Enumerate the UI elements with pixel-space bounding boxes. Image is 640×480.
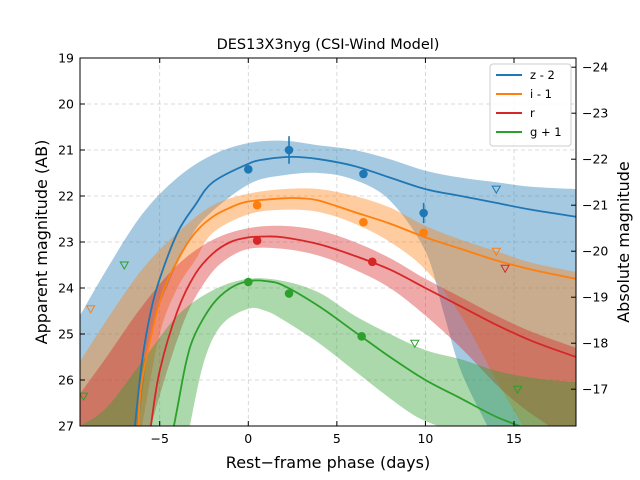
data-point-z	[243, 165, 253, 174]
x-tick-label: 5	[333, 431, 341, 446]
y-tick-label: 21	[58, 143, 74, 158]
legend-label-g: g + 1	[530, 125, 562, 139]
upper-limit-g	[80, 392, 89, 402]
y-tick-label: 24	[58, 281, 74, 296]
legend-label-z: z - 2	[530, 68, 555, 82]
x-tick-label: 10	[417, 431, 433, 446]
upper-limit-g	[409, 339, 420, 349]
y2-axis-label: Absolute magnitude	[614, 161, 633, 323]
band-z	[80, 140, 576, 426]
model-line-i	[137, 197, 576, 426]
upper-limit-g	[119, 261, 130, 271]
y2-tick-label: −19	[582, 290, 608, 305]
y-tick-label: 27	[58, 419, 74, 434]
upper-limit-i	[85, 305, 96, 314]
upper-limit-i	[491, 247, 502, 257]
model-curves	[134, 155, 576, 426]
data-point-r	[367, 257, 377, 267]
y-tick-label: 20	[58, 97, 74, 112]
data-point-g	[284, 289, 294, 298]
y-tick-label: 19	[58, 51, 74, 66]
data-points	[80, 136, 523, 402]
y-tick-label: 23	[58, 235, 74, 250]
y-tick-label: 22	[58, 189, 74, 204]
legend-label-i: i - 1	[530, 87, 552, 101]
data-point-z	[359, 169, 368, 179]
y-tick-label: 25	[58, 327, 74, 342]
legend-box	[489, 63, 572, 147]
data-point-i	[359, 217, 368, 227]
x-axis-label: Rest−frame phase (days)	[226, 453, 430, 472]
upper-limit-z	[491, 185, 502, 195]
x-tick-label: 15	[506, 431, 522, 446]
x-tick-label: 0	[244, 431, 252, 446]
y2-tick-label: −20	[582, 244, 608, 259]
data-point-i	[419, 228, 428, 238]
axis-ticks: −5 0 5 10 15 19 20 21 22 23 24 25 26 27 −17 −18 −19 −20 −2…	[58, 51, 608, 447]
y2-tick-label: −23	[582, 106, 608, 121]
y2-tick-label: −24	[582, 60, 608, 75]
band-i	[80, 188, 576, 426]
data-point-z	[284, 145, 294, 155]
upper-limit-r	[500, 264, 511, 274]
data-point-z	[419, 208, 428, 218]
y2-tick-label: −17	[582, 382, 608, 397]
y2-tick-label: −22	[582, 152, 608, 167]
uncertainty-bands	[80, 140, 576, 426]
y-tick-label: 26	[58, 373, 74, 388]
band-g	[80, 278, 576, 426]
band-r	[80, 225, 576, 426]
x-tick-label: −5	[150, 431, 168, 446]
legend: z - 2 i - 1 r g + 1	[489, 63, 572, 147]
model-line-z	[134, 155, 576, 426]
legend-label-r: r	[530, 106, 535, 120]
chart-title: DES13X3nyg (CSI-Wind Model)	[217, 37, 440, 53]
data-point-g	[357, 332, 366, 341]
y2-tick-label: −18	[582, 336, 608, 351]
data-point-g	[243, 277, 253, 287]
data-point-r	[252, 236, 262, 245]
y-axis-label: Apparent magnitude (AB)	[32, 140, 51, 345]
upper-limit-g	[512, 385, 523, 395]
model-line-g	[173, 279, 523, 426]
data-point-i	[252, 200, 262, 210]
model-line-r	[149, 235, 576, 426]
y2-tick-label: −21	[582, 198, 608, 213]
